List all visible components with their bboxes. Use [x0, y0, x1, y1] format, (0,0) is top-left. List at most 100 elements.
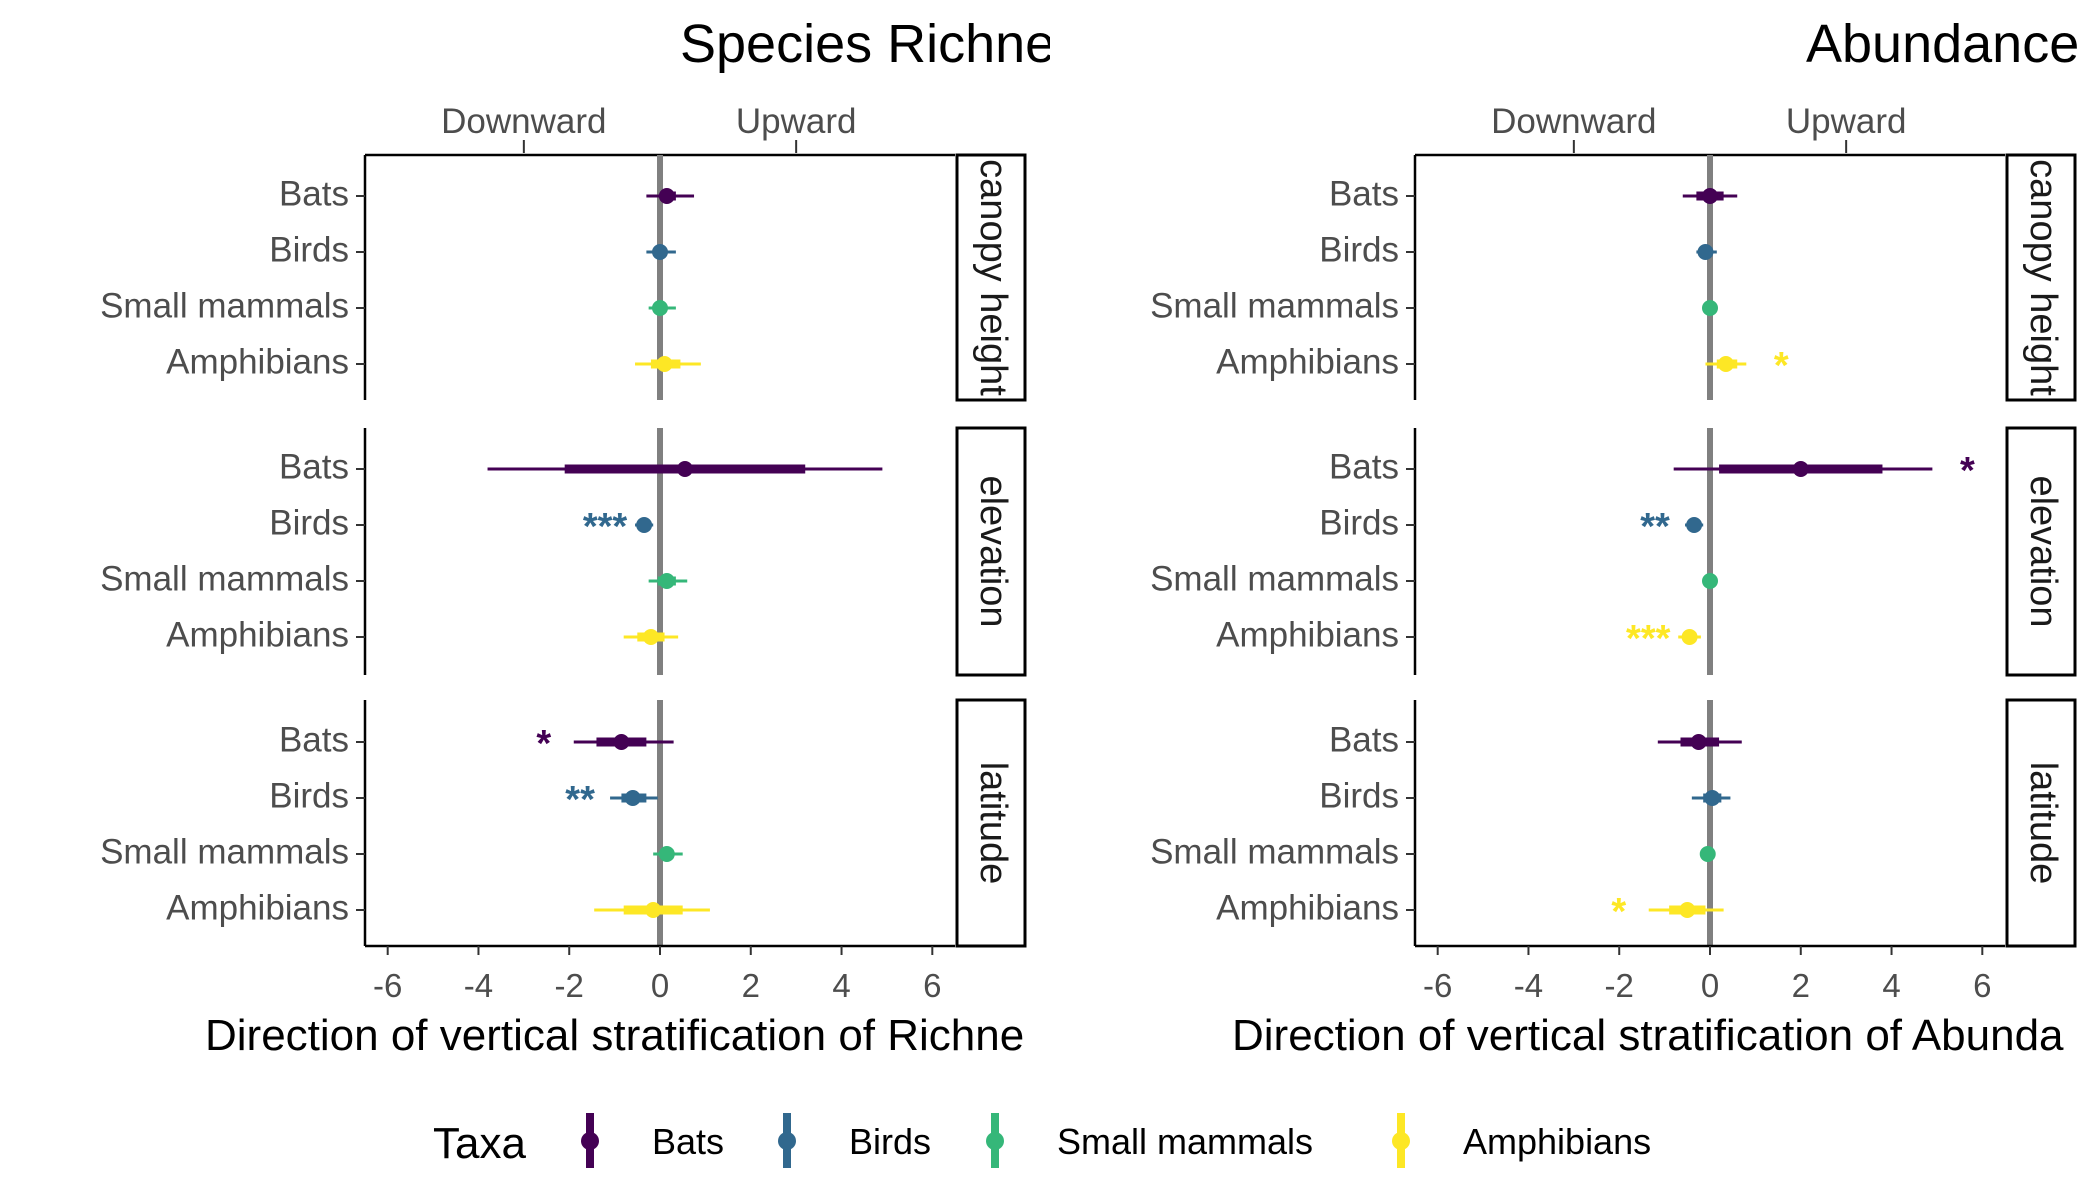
point-estimate: [1717, 356, 1734, 372]
point-estimate: [1697, 244, 1714, 260]
xlabel-clip-mask: [1050, 1000, 1110, 1070]
y-tick-label: Amphibians: [166, 888, 349, 927]
facet-strip-box: [955, 153, 1027, 402]
x-axis-label-abundance: Direction of vertical stratification of …: [1232, 1011, 2064, 1060]
legend-item-small-mammals: Small mammals: [986, 1113, 1313, 1168]
row-bats: Bats: [279, 447, 883, 486]
facet-strip: latitude: [2005, 698, 2077, 948]
row-amphibians: Amphibians: [166, 888, 710, 927]
row-amphibians: Amphibians *: [1216, 342, 1789, 387]
point-estimate: [1699, 846, 1716, 862]
facet-elevation: elevation Bats * Birds ** Small mammals Amphib…: [1150, 426, 2077, 677]
legend-item-label: Bats: [652, 1121, 724, 1162]
point-estimate: [658, 846, 675, 862]
panel-title-richness: Species Richne: [680, 14, 1055, 74]
row-bats: Bats: [1329, 174, 1738, 213]
point-estimate: [645, 902, 662, 918]
facet-strip-label: elevation: [972, 475, 1014, 627]
y-tick-label: Bats: [279, 720, 349, 759]
panel-title-abundance: Abundance: [1806, 14, 2079, 74]
x-axis-label-richness: Direction of vertical stratification of …: [205, 1011, 1024, 1060]
x-tick-label: -2: [1605, 967, 1634, 1004]
facet-strip: canopy height: [955, 153, 1027, 402]
x-axis: -6 -4 -2 0 2 4 6: [1415, 944, 2005, 1004]
point-estimate: [1679, 902, 1696, 918]
x-tick-label: -4: [1514, 967, 1543, 1004]
row-small-mammals: Small mammals: [1150, 832, 1716, 871]
significance-stars: *: [1774, 345, 1789, 387]
y-tick-label: Amphibians: [1216, 888, 1399, 927]
row-amphibians: Amphibians: [166, 342, 701, 381]
significance-stars: *: [536, 723, 551, 765]
significance-stars: **: [565, 779, 595, 821]
y-tick-label: Amphibians: [166, 342, 349, 381]
y-tick-label: Small mammals: [1150, 832, 1399, 871]
y-tick-label: Birds: [1319, 776, 1399, 815]
legend-item-bats: Bats: [581, 1113, 724, 1168]
point-estimate: [1702, 300, 1718, 316]
direction-label-downward: Downward: [441, 102, 606, 141]
facet-strip-label: canopy height: [972, 159, 1014, 396]
y-tick-label: Small mammals: [100, 832, 349, 871]
row-birds: Birds: [269, 230, 676, 269]
row-small-mammals: Small mammals: [100, 559, 688, 598]
x-tick-label: -6: [373, 967, 402, 1004]
x-tick-label: 4: [832, 967, 850, 1004]
direction-label-upward: Upward: [1786, 102, 1907, 141]
point-estimate: [652, 244, 668, 260]
direction-label-downward: Downward: [1491, 102, 1656, 141]
y-tick-label: Bats: [1329, 174, 1399, 213]
point-estimate: [658, 188, 675, 204]
point-estimate: [624, 790, 641, 806]
row-birds: Birds **: [1319, 503, 1704, 548]
row-bats: Bats *: [279, 720, 674, 765]
y-tick-label: Small mammals: [1150, 559, 1399, 598]
row-birds: Birds **: [269, 776, 658, 821]
legend-item-label: Birds: [849, 1121, 931, 1162]
facet-strip-box: [2005, 426, 2077, 677]
point-estimate: [1704, 790, 1721, 806]
point-estimate: [1690, 734, 1707, 750]
significance-stars: *: [1611, 891, 1626, 933]
row-small-mammals: Small mammals: [1150, 559, 1718, 598]
legend-key-point: [581, 1132, 599, 1150]
row-small-mammals: Small mammals: [1150, 286, 1718, 325]
facet-strip: canopy height: [2005, 153, 2077, 402]
row-bats: Bats: [1329, 720, 1742, 759]
legend-key-point: [986, 1132, 1004, 1150]
row-amphibians: Amphibians: [166, 615, 679, 654]
x-tick-label: 2: [1792, 967, 1810, 1004]
row-birds: Birds: [1319, 230, 1717, 269]
y-tick-label: Small mammals: [1150, 286, 1399, 325]
y-tick-label: Birds: [269, 776, 349, 815]
x-tick-label: -6: [1423, 967, 1452, 1004]
direction-label-upward: Upward: [736, 102, 857, 141]
legend-item-amphibians: Amphibians: [1392, 1113, 1651, 1168]
point-estimate: [1702, 188, 1718, 204]
facet-strip-box: [955, 426, 1027, 677]
x-tick-label: 6: [1973, 967, 1991, 1004]
y-tick-label: Birds: [269, 503, 349, 542]
y-tick-label: Birds: [1319, 503, 1399, 542]
facet-strip-label: latitude: [2022, 762, 2064, 885]
x-tick-label: -2: [555, 967, 584, 1004]
significance-stars: ***: [1626, 618, 1671, 660]
panel-abundance: Downward Upward canopy height Bats Birds Smal…: [1150, 102, 2077, 1004]
facet-latitude: latitude Bats * Birds ** Small mammals Amphibi…: [100, 698, 1027, 948]
point-estimate: [1702, 573, 1718, 589]
facet-canopy-height: canopy height Bats Birds Small mammals Amphi…: [1150, 153, 2077, 402]
y-tick-label: Bats: [1329, 447, 1399, 486]
x-tick-label: -4: [464, 967, 493, 1004]
x-tick-label: 0: [651, 967, 669, 1004]
x-tick-label: 6: [923, 967, 941, 1004]
point-estimate: [642, 629, 659, 645]
y-tick-label: Amphibians: [1216, 342, 1399, 381]
facet-canopy-height: canopy height Bats Birds Small mammals Amphi…: [100, 153, 1027, 402]
significance-stars: ***: [583, 506, 628, 548]
x-tick-label: 2: [742, 967, 760, 1004]
legend: Taxa Bats Birds Small mammals Amphibians: [433, 1113, 1651, 1168]
significance-stars: **: [1640, 506, 1670, 548]
row-amphibians: Amphibians ***: [1216, 615, 1701, 660]
point-estimate: [613, 734, 630, 750]
